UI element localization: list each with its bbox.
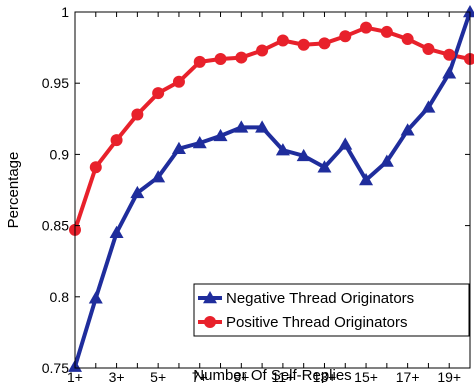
data-point-1 — [422, 43, 435, 56]
x-tick-label: 17+ — [396, 369, 420, 383]
y-tick-label: 1 — [61, 4, 69, 20]
data-point-1 — [401, 33, 414, 46]
data-point-1 — [172, 75, 185, 88]
data-point-1 — [297, 38, 310, 51]
data-point-1 — [443, 48, 456, 61]
data-point-0 — [359, 173, 374, 186]
y-axis-ticks: 0.75 0.8 0.85 0.9 0.95 1 — [42, 4, 470, 376]
data-point-0 — [421, 100, 436, 113]
legend: Negative Thread Originators Positive Thre… — [193, 283, 470, 337]
data-point-0 — [130, 185, 145, 199]
data-point-1 — [256, 44, 269, 57]
legend-label-1: Positive Thread Originators — [226, 314, 407, 331]
data-point-1 — [193, 55, 206, 68]
data-point-0 — [400, 123, 415, 136]
y-tick-label: 0.8 — [50, 289, 70, 305]
data-point-1 — [152, 87, 165, 100]
data-point-1 — [235, 51, 248, 64]
y-tick-label: 0.75 — [42, 360, 69, 376]
x-tick-label: 7+ — [192, 369, 208, 383]
y-tick-label: 0.9 — [50, 146, 70, 162]
x-tick-label: 1+ — [67, 369, 83, 383]
data-point-1 — [360, 21, 373, 34]
x-tick-label: 11+ — [272, 369, 295, 383]
x-tick-label: 9+ — [233, 369, 249, 383]
y-tick-label: 0.95 — [42, 75, 69, 91]
data-point-0 — [109, 225, 124, 238]
legend-marker-1 — [204, 316, 216, 328]
plot-markers — [68, 5, 474, 372]
data-point-1 — [214, 52, 227, 65]
legend-label-0: Negative Thread Originators — [226, 290, 414, 307]
x-tick-label: 15+ — [354, 369, 378, 383]
data-point-0 — [151, 170, 166, 183]
y-axis-label: Percentage — [5, 152, 22, 229]
data-point-0 — [171, 141, 186, 154]
x-tick-label: 3+ — [109, 369, 125, 383]
data-point-1 — [318, 37, 331, 50]
data-point-0 — [463, 5, 474, 18]
x-axis-ticks: 1+ 3+ 5+ 7+ 9+ 11+ 13+ 15+ 17+ 19+ — [67, 12, 471, 383]
data-point-0 — [255, 120, 270, 133]
x-tick-label: 13+ — [313, 369, 337, 383]
legend-marker-0 — [203, 291, 217, 304]
data-point-0 — [379, 154, 394, 167]
x-axis-label: Number Of Self-Replies — [193, 367, 351, 383]
data-point-0 — [296, 148, 311, 162]
data-point-1 — [89, 161, 102, 174]
data-point-1 — [380, 25, 393, 38]
data-point-0 — [234, 120, 249, 133]
data-point-0 — [192, 136, 207, 149]
data-point-0 — [442, 66, 457, 79]
data-point-1 — [339, 30, 352, 43]
data-point-0 — [275, 143, 290, 156]
data-point-1 — [131, 108, 144, 121]
data-point-0 — [88, 291, 103, 304]
data-point-1 — [110, 134, 123, 147]
data-point-1 — [276, 34, 289, 47]
data-point-0 — [213, 128, 228, 142]
data-point-1 — [464, 52, 474, 65]
data-point-0 — [317, 160, 332, 173]
legend-box — [193, 283, 470, 337]
x-tick-label: 19+ — [437, 369, 461, 383]
x-tick-label: 5+ — [150, 369, 166, 383]
plot-frame — [74, 11, 471, 369]
y-tick-label: 0.85 — [42, 218, 69, 234]
data-point-0 — [338, 137, 353, 150]
